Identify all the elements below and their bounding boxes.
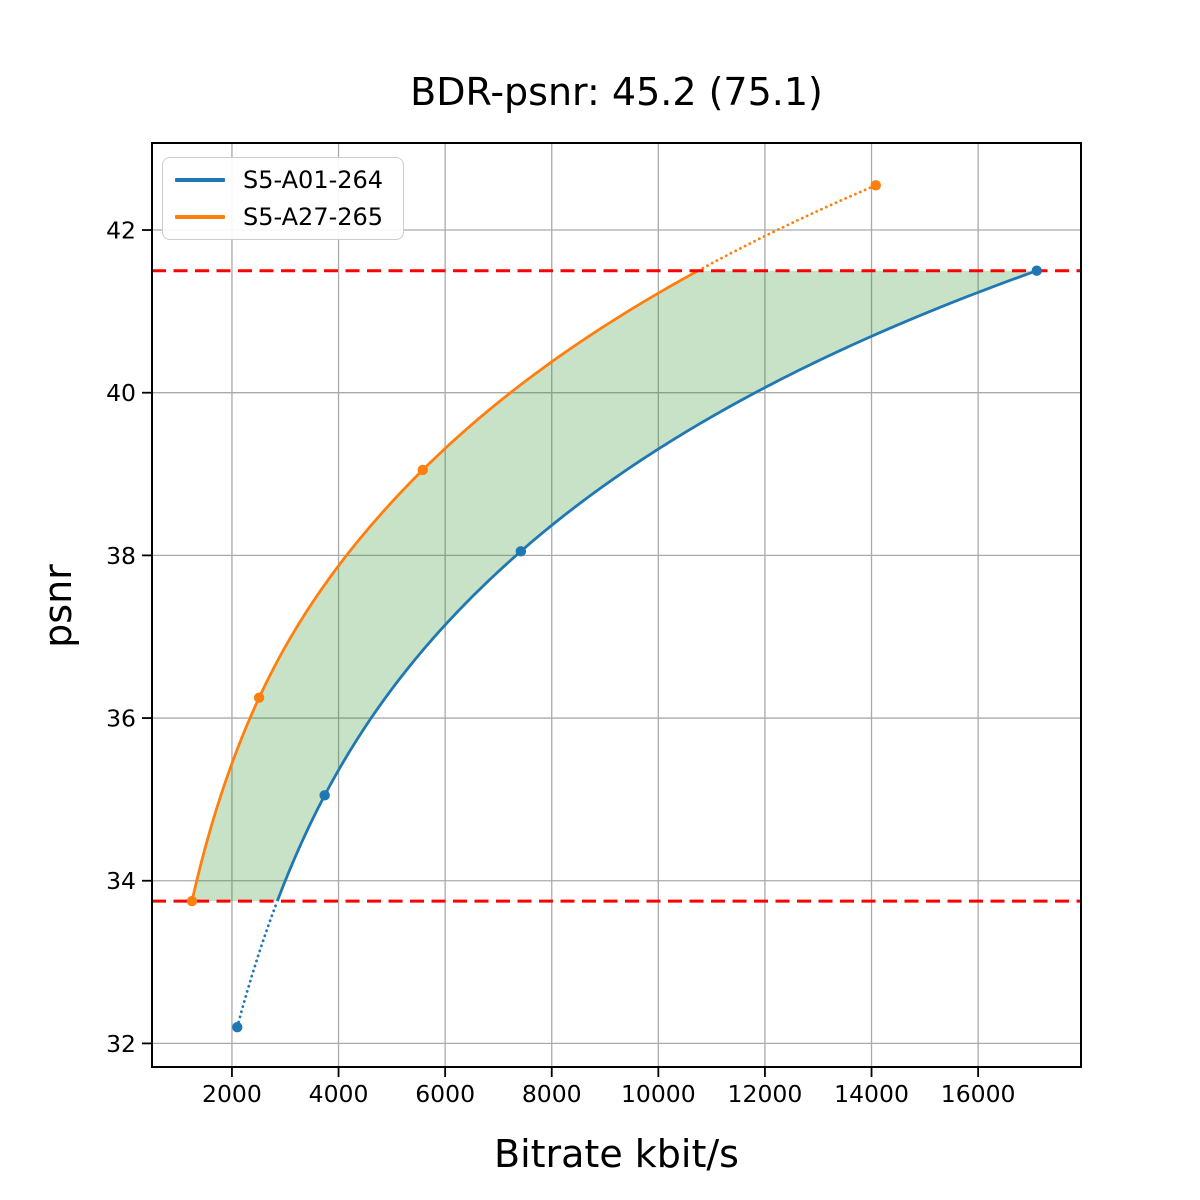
series-curve-s5-a01-264: [276, 269, 1038, 902]
data-point-marker: [319, 790, 330, 801]
y-tick-label: 38: [106, 542, 136, 570]
data-point-marker: [870, 180, 881, 191]
y-tick-label: 40: [106, 379, 136, 407]
bd-shaded-region: [191, 270, 1037, 902]
series-curve-dotted-s5-a01-264: [235, 899, 279, 1029]
data-point-marker: [417, 464, 428, 476]
x-tick-label: 12000: [728, 1080, 803, 1108]
x-tick-label: 8000: [522, 1080, 582, 1108]
axes-frame: [151, 142, 1082, 1068]
x-tick-label: 14000: [834, 1080, 909, 1108]
y-tick-label: 34: [106, 867, 136, 895]
x-tick-label: 16000: [941, 1080, 1016, 1108]
x-axis-label: Bitrate kbit/s: [494, 1132, 739, 1176]
y-tick-label: 36: [106, 705, 136, 733]
x-tick-label: 2000: [202, 1080, 262, 1108]
legend-item-s5-a27-265: S5-A27-265: [175, 202, 383, 232]
x-tick-label: 6000: [415, 1080, 475, 1108]
legend-label: S5-A27-265: [243, 203, 384, 231]
y-tick-label: 42: [106, 217, 136, 245]
chart-title: BDR-psnr: 45.2 (75.1): [410, 70, 823, 114]
y-tick-label: 32: [106, 1030, 136, 1058]
y-axis-label: psnr: [36, 564, 80, 648]
series-curve-s5-a27-265: [190, 269, 699, 902]
legend-line-swatch-orange: [175, 215, 225, 219]
data-point-marker: [1031, 265, 1042, 276]
legend-item-s5-a01-264: S5-A01-264: [175, 165, 383, 195]
x-tick-label: 4000: [309, 1080, 369, 1108]
data-point-marker: [253, 692, 265, 703]
data-point-marker: [515, 546, 527, 557]
series-curve-dotted-s5-a27-265: [696, 183, 878, 273]
x-tick-label: 10000: [621, 1080, 696, 1108]
legend-line-swatch-blue: [175, 178, 225, 182]
legend-label: S5-A01-264: [243, 166, 384, 194]
legend: S5-A01-264 S5-A27-265: [162, 157, 405, 240]
data-point-marker: [232, 1021, 243, 1033]
data-point-marker: [186, 895, 198, 907]
